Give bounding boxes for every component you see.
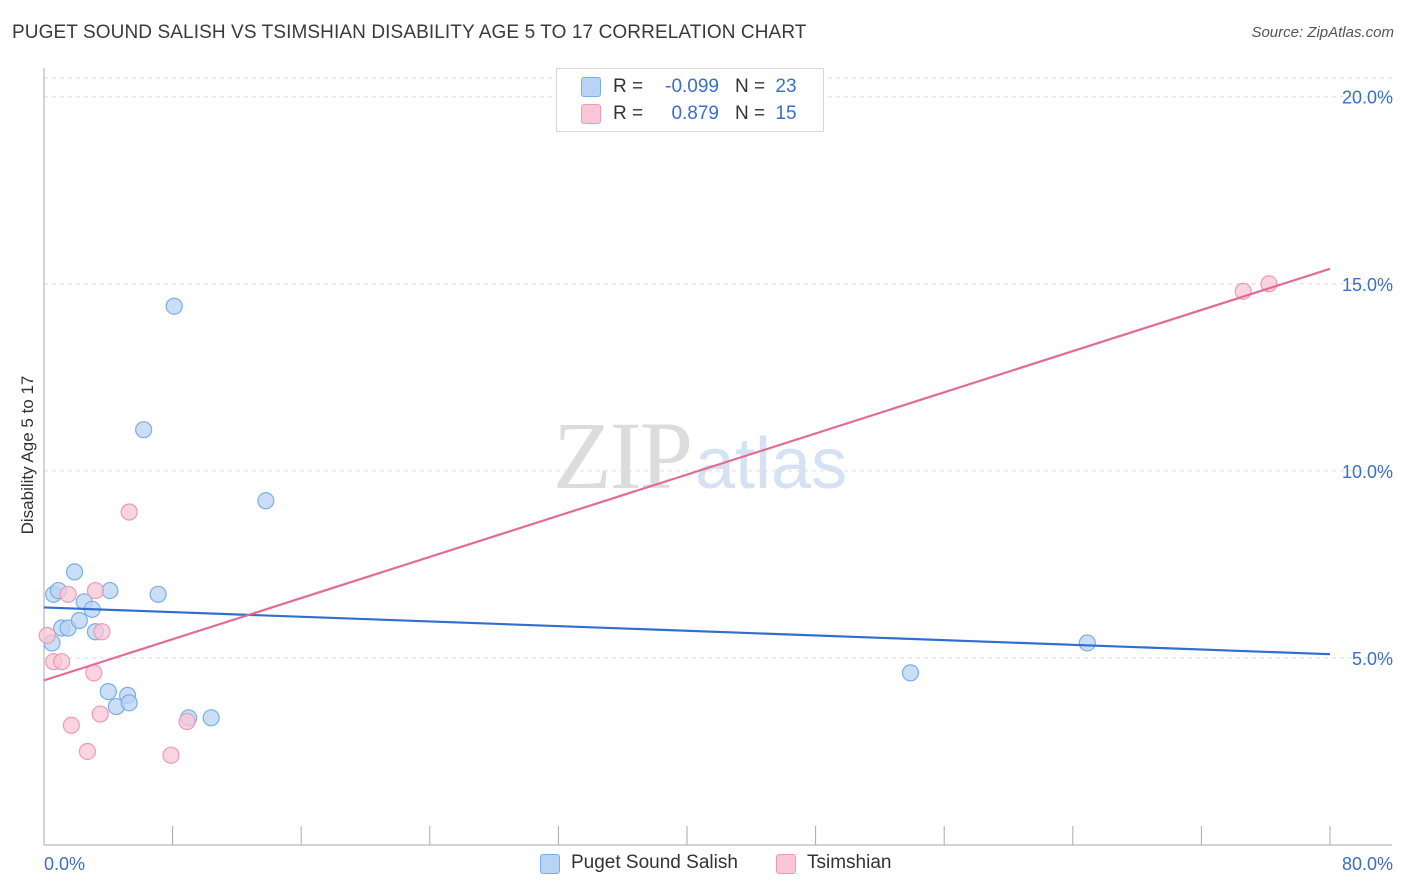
point-tsimshian bbox=[91, 705, 109, 723]
point-tsimshian bbox=[53, 653, 71, 671]
legend-r-value: -0.099 bbox=[665, 76, 719, 97]
point-puget bbox=[165, 297, 183, 315]
y-tick-label: 5.0% bbox=[1352, 649, 1393, 669]
series-legend: Puget Sound Salish Tsimshian bbox=[0, 852, 1406, 878]
point-tsimshian bbox=[59, 585, 77, 603]
legend-n-value: 23 bbox=[775, 76, 797, 97]
point-puget bbox=[99, 682, 117, 701]
legend-label-tsimshian: Tsimshian bbox=[807, 852, 892, 873]
legend-row-tsimshian: R = 0.879 N = 15 bbox=[557, 100, 823, 128]
x-tick-label-max: 80.0% bbox=[1342, 854, 1393, 874]
trend-line-tsimshian bbox=[43, 267, 1331, 682]
legend-label-puget: Puget Sound Salish bbox=[571, 852, 738, 873]
point-tsimshian bbox=[120, 503, 138, 521]
y-tick-label: 15.0% bbox=[1342, 275, 1393, 295]
point-puget bbox=[202, 709, 220, 727]
point-tsimshian bbox=[178, 712, 196, 731]
legend-n-value: 15 bbox=[775, 103, 797, 124]
point-tsimshian bbox=[78, 742, 97, 761]
legend-swatch-puget bbox=[581, 77, 601, 97]
point-puget bbox=[70, 611, 88, 630]
legend-swatch-puget bbox=[540, 854, 560, 874]
point-puget bbox=[257, 492, 275, 510]
source-label: Source: ZipAtlas.com bbox=[1251, 24, 1394, 41]
point-tsimshian bbox=[38, 626, 56, 645]
point-puget bbox=[901, 664, 920, 682]
y-tick-label: 10.0% bbox=[1342, 462, 1393, 482]
legend-n-label: N = bbox=[735, 103, 766, 124]
chart-title: PUGET SOUND SALISH VS TSIMSHIAN DISABILI… bbox=[12, 22, 807, 43]
legend-n-label: N = bbox=[735, 76, 766, 97]
point-puget bbox=[135, 421, 153, 439]
legend-swatch-tsimshian bbox=[581, 104, 601, 124]
point-tsimshian bbox=[62, 716, 80, 734]
point-tsimshian bbox=[86, 581, 105, 600]
point-puget bbox=[101, 581, 119, 600]
x-tick-label-min: 0.0% bbox=[44, 854, 85, 874]
trend-line-puget bbox=[43, 606, 1331, 656]
legend-r-label: R = bbox=[613, 103, 644, 124]
point-tsimshian bbox=[93, 623, 111, 641]
legend-r-label: R = bbox=[613, 76, 644, 97]
point-tsimshian bbox=[162, 746, 180, 764]
legend-row-puget: R = -0.099 N = 23 bbox=[557, 73, 823, 101]
point-puget bbox=[1078, 634, 1096, 652]
point-puget bbox=[65, 563, 84, 581]
legend-swatch-tsimshian bbox=[776, 854, 796, 874]
y-tick-label: 20.0% bbox=[1342, 88, 1393, 108]
point-puget bbox=[120, 694, 138, 712]
correlation-legend: R = -0.099 N = 23 R = 0.879 N = 15 bbox=[556, 68, 824, 132]
point-puget bbox=[149, 585, 167, 603]
legend-r-value: 0.879 bbox=[671, 103, 719, 124]
